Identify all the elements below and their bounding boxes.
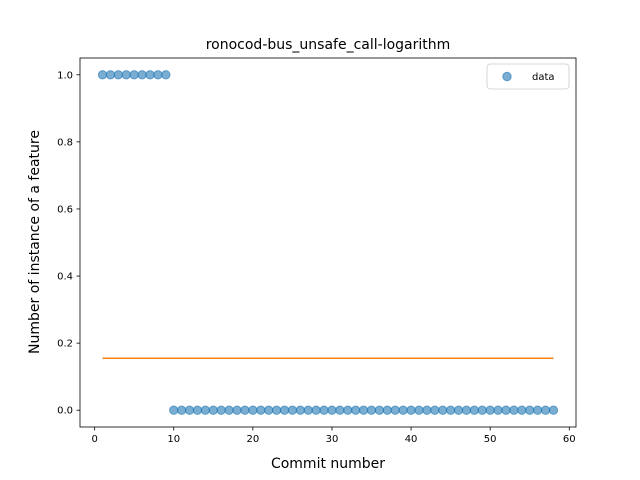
data-point — [248, 405, 258, 415]
data-point — [113, 70, 124, 80]
data-point — [548, 405, 559, 415]
data-point — [232, 405, 242, 415]
data-point — [374, 405, 385, 415]
data-point — [350, 405, 361, 415]
data-point — [469, 405, 480, 415]
data-point — [327, 405, 337, 415]
data-point — [224, 405, 234, 415]
data-point — [184, 405, 195, 415]
y-tick-label: 0.4 — [57, 272, 73, 283]
data-point — [263, 405, 274, 415]
y-axis-label: Number of instance of a feature — [27, 130, 43, 354]
x-tick-label: 10 — [167, 434, 180, 445]
data-point — [169, 405, 179, 415]
data-point — [493, 405, 503, 415]
axes — [79, 57, 577, 428]
data-point — [517, 405, 527, 415]
data-point — [295, 405, 306, 415]
data-point — [390, 405, 400, 415]
y-tick-label: 1.0 — [57, 70, 73, 81]
x-tick-label: 50 — [484, 434, 497, 445]
data-point — [453, 405, 464, 415]
data-point — [311, 405, 321, 415]
x-tick-label: 30 — [326, 434, 339, 445]
data-point — [422, 405, 432, 415]
data-point — [501, 405, 511, 415]
legend-box — [486, 63, 570, 90]
data-point — [477, 405, 487, 415]
data-point — [287, 405, 298, 415]
data-point — [145, 70, 155, 80]
data-point — [406, 405, 416, 415]
data-point — [525, 405, 535, 415]
data-point — [303, 405, 313, 415]
data-point — [176, 405, 187, 415]
axes-frame — [79, 57, 577, 428]
data-point — [161, 70, 171, 80]
x-tick-label: 20 — [246, 434, 259, 445]
data-point — [256, 405, 266, 415]
legend-label: data — [532, 72, 555, 83]
data-point — [97, 70, 108, 80]
data-point — [438, 405, 448, 415]
data-point — [335, 405, 345, 415]
data-point — [430, 405, 440, 415]
data-point — [358, 405, 369, 415]
data-point — [129, 70, 139, 80]
y-tick-label: 0.8 — [57, 137, 73, 148]
data-point — [414, 405, 424, 415]
y-tick-label: 0.0 — [57, 406, 73, 417]
data-point — [343, 405, 353, 415]
data-point — [532, 405, 543, 415]
y-tick-label: 0.6 — [57, 204, 73, 215]
data-point — [208, 405, 218, 415]
data-point — [121, 70, 131, 80]
data-point — [153, 70, 163, 80]
plot-area — [97, 70, 559, 415]
data-point — [137, 70, 147, 80]
x-tick-label: 60 — [563, 434, 576, 445]
ticks: 0 10 20 30 40 50 60 0.0 0.2 0.4 0.6 0.8 1.0 — [57, 70, 576, 445]
data-point — [279, 405, 290, 415]
data-point — [382, 405, 393, 415]
data-point — [461, 405, 472, 415]
data-point — [366, 405, 377, 415]
data-point — [319, 405, 329, 415]
data-point — [485, 405, 495, 415]
y-tick-label: 0.2 — [57, 339, 73, 350]
data-point — [509, 405, 519, 415]
data-point — [271, 405, 282, 415]
data-point — [192, 405, 203, 415]
data-point — [216, 405, 226, 415]
legend-marker — [502, 71, 512, 82]
data-point — [540, 405, 551, 415]
data-point — [200, 405, 211, 415]
data-point — [445, 405, 456, 415]
data-point — [398, 405, 408, 415]
x-axis-label: Commit number — [271, 456, 385, 472]
chart-title: ronocod-bus_unsafe_call-logarithm — [206, 37, 451, 53]
data-point — [240, 405, 250, 415]
x-tick-label: 0 — [91, 434, 97, 445]
x-tick-label: 40 — [405, 434, 418, 445]
legend: data — [486, 63, 570, 90]
data-point — [105, 70, 116, 80]
